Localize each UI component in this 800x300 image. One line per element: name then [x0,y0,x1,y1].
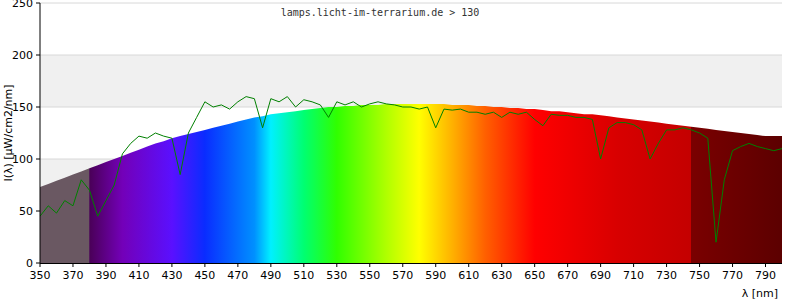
x-tick-label: 490 [260,269,281,282]
y-tick [36,3,40,4]
x-tick-label: 670 [557,269,578,282]
x-tick [600,263,601,267]
y-tick-label: 50 [19,205,33,218]
x-tick-label: 550 [359,269,380,282]
x-axis [40,263,782,264]
title: lamps.licht-im-terrarium.de > 130 [281,7,480,18]
grid-line [40,3,782,4]
x-tick [105,263,106,267]
x-tick-label: 510 [293,269,314,282]
x-tick [567,263,568,267]
x-tick [699,263,700,267]
x-tick [72,263,73,267]
grid-band [40,55,782,107]
x-tick-label: 470 [227,269,248,282]
x-tick-label: 790 [755,269,776,282]
x-axis-label: λ [nm] [742,287,778,300]
x-tick [435,263,436,267]
x-tick-label: 630 [491,269,512,282]
x-tick-label: 690 [590,269,611,282]
reference-area [40,104,782,263]
y-tick [36,159,40,160]
x-tick-label: 730 [656,269,677,282]
x-tick [237,263,238,267]
x-tick-label: 370 [62,269,83,282]
x-tick-label: 570 [392,269,413,282]
y-tick-label: 150 [12,101,33,114]
x-tick [40,263,41,267]
x-tick [732,263,733,267]
x-tick [204,263,205,267]
chart: 0501001502002503503703904104304504704905… [0,0,800,300]
y-tick [36,55,40,56]
x-tick [138,263,139,267]
y-tick-label: 200 [12,49,33,62]
x-tick-label: 450 [194,269,215,282]
x-tick-label: 750 [689,269,710,282]
grid-line [40,55,782,56]
x-tick [534,263,535,267]
x-tick [303,263,304,267]
grid-band [40,3,782,55]
x-tick [171,263,172,267]
spectrum-line [40,97,782,243]
x-tick-label: 350 [30,269,51,282]
x-tick [468,263,469,267]
y-tick-label: 250 [12,0,33,10]
x-tick [666,263,667,267]
y-tick-label: 100 [12,153,33,166]
x-tick-label: 530 [326,269,347,282]
y-tick [36,263,40,264]
x-tick-label: 650 [524,269,545,282]
x-tick-label: 770 [722,269,743,282]
x-tick-label: 710 [623,269,644,282]
x-tick-label: 410 [128,269,149,282]
y-axis-label: I(λ) [µW/cm2/nm] [2,84,15,181]
y-tick [36,107,40,108]
y-tick [36,211,40,212]
x-tick-label: 610 [458,269,479,282]
x-tick [369,263,370,267]
x-tick-label: 590 [425,269,446,282]
x-tick [270,263,271,267]
y-axis [40,3,41,263]
x-tick [501,263,502,267]
x-tick [402,263,403,267]
x-tick-label: 430 [161,269,182,282]
plot-area [40,97,782,263]
x-tick [765,263,766,267]
x-tick-label: 390 [95,269,116,282]
x-tick [336,263,337,267]
x-tick [633,263,634,267]
